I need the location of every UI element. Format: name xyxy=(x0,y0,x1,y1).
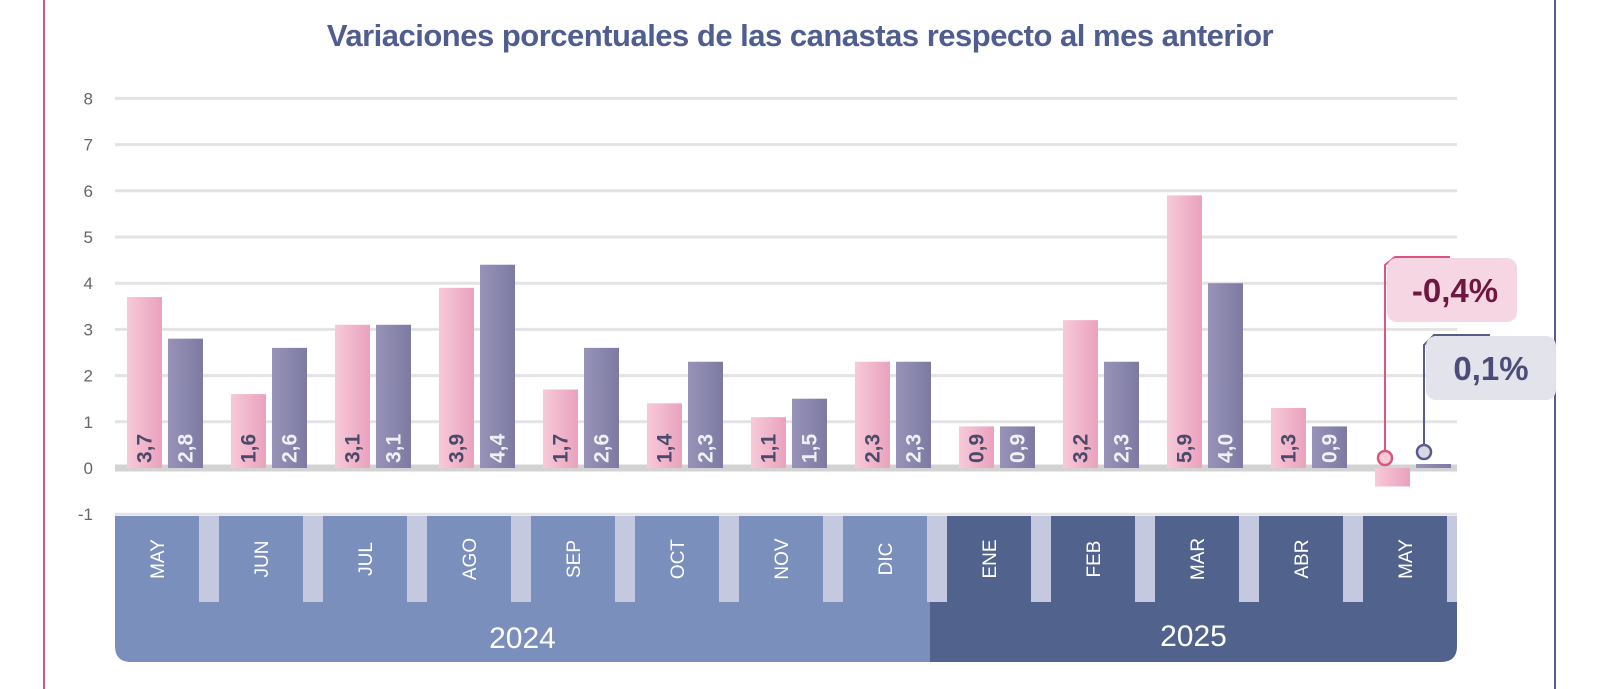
chart-title: Variaciones porcentuales de las canastas… xyxy=(326,18,1274,53)
bar-series-a xyxy=(543,389,578,468)
left-frame-line xyxy=(43,0,45,689)
bar-data-label: 2,6 xyxy=(591,434,614,463)
y-tick-label: 2 xyxy=(84,367,93,386)
bar-data-label: 2,8 xyxy=(175,433,198,463)
bar-data-label: 1,5 xyxy=(799,433,822,463)
bar-series-b xyxy=(1000,426,1035,468)
month-label: JUN xyxy=(252,541,273,578)
callout-marker xyxy=(1415,443,1433,461)
month-cell xyxy=(531,516,615,602)
bar-data-label: 3,1 xyxy=(383,433,406,463)
bar-series-b xyxy=(584,347,619,468)
year-label: 2024 xyxy=(489,622,556,655)
month-label: MAY xyxy=(148,539,169,579)
month-label: SEP xyxy=(564,540,585,578)
y-tick-label: 1 xyxy=(84,413,93,432)
bar-series-b xyxy=(1208,283,1243,468)
year-band-2025 xyxy=(930,602,1457,662)
callout-value: 0,1% xyxy=(1453,350,1528,387)
month-label: OCT xyxy=(668,539,689,580)
bar-data-label: 5,9 xyxy=(1174,434,1197,463)
month-cell xyxy=(219,516,303,602)
bar-series-a xyxy=(439,287,474,468)
y-tick-label: 3 xyxy=(84,320,93,339)
month-label: NOV xyxy=(772,538,793,580)
month-label: ENE xyxy=(980,539,1001,578)
bar-series-a xyxy=(959,426,994,468)
bar-series-b xyxy=(376,324,411,468)
bar-data-label: 4,4 xyxy=(487,433,510,463)
bar-series-a xyxy=(335,324,370,468)
y-tick-label: 7 xyxy=(84,136,93,155)
bar-series-b xyxy=(688,361,723,468)
bar-series-a xyxy=(751,417,786,468)
callout-box-series-a xyxy=(1387,258,1517,322)
bar-data-label: 2,3 xyxy=(1111,434,1134,463)
month-cell xyxy=(115,516,199,602)
bar-series-a xyxy=(647,403,682,468)
bar-data-label: 1,3 xyxy=(1278,434,1301,463)
bar-series-b xyxy=(272,347,307,468)
month-label: MAY xyxy=(1396,539,1417,579)
y-tick-label: 8 xyxy=(84,89,93,108)
bar-data-label: 1,1 xyxy=(758,433,781,463)
month-cell xyxy=(635,516,719,602)
y-tick-label: 6 xyxy=(84,182,93,201)
month-label: FEB xyxy=(1084,541,1105,578)
y-tick-label: 4 xyxy=(84,274,93,293)
y-tick-label: 0 xyxy=(84,459,93,478)
bar-data-label: 2,3 xyxy=(903,434,926,463)
bar-series-a xyxy=(855,361,890,468)
bar-series-b xyxy=(896,361,931,468)
month-cell xyxy=(1051,516,1135,602)
bar-data-label: 3,7 xyxy=(134,434,157,463)
bar-data-label: 3,2 xyxy=(1070,434,1093,463)
month-cell xyxy=(1155,516,1239,602)
month-label: DIC xyxy=(876,543,897,576)
bar-data-label: 0,9 xyxy=(1319,434,1342,463)
bar-series-b xyxy=(1312,426,1347,468)
year-band-2024 xyxy=(115,602,930,662)
bar-data-label: 4,0 xyxy=(1215,434,1238,463)
bar-data-label: 1,7 xyxy=(550,434,573,463)
month-cell xyxy=(1363,516,1447,602)
month-cell xyxy=(427,516,511,602)
month-label: ABR xyxy=(1292,539,1313,578)
month-cell xyxy=(843,516,927,602)
bar-series-b xyxy=(480,264,515,468)
month-cell xyxy=(323,516,407,602)
bar-data-label: 3,1 xyxy=(342,433,365,463)
callout-box-series-b xyxy=(1426,336,1556,400)
bar-series-b xyxy=(1104,361,1139,468)
y-tick-label: -1 xyxy=(78,505,93,524)
bar-series-b xyxy=(792,398,827,468)
bar-series-a xyxy=(1375,468,1410,487)
callout-marker xyxy=(1376,449,1394,467)
bar-data-label: 2,3 xyxy=(862,434,885,463)
bar-series-b xyxy=(168,338,203,468)
y-tick-label: 5 xyxy=(84,228,93,247)
bar-series-a xyxy=(1271,407,1306,468)
callout-value: -0,4% xyxy=(1412,272,1498,309)
bar-data-label: 3,9 xyxy=(446,434,469,463)
bar-data-label: 0,9 xyxy=(966,434,989,463)
month-cell xyxy=(739,516,823,602)
month-label: AGO xyxy=(460,538,481,580)
bar-series-a xyxy=(127,297,162,468)
month-cell xyxy=(1259,516,1343,602)
month-label: MAR xyxy=(1188,538,1209,580)
year-label: 2025 xyxy=(1160,620,1227,653)
bar-data-label: 1,4 xyxy=(654,433,677,463)
bar-data-label: 1,6 xyxy=(238,434,261,463)
bar-data-label: 2,6 xyxy=(279,434,302,463)
bar-series-a xyxy=(231,394,266,468)
month-cell xyxy=(947,516,1031,602)
bar-data-label: 2,3 xyxy=(695,434,718,463)
bar-series-a xyxy=(1063,320,1098,468)
bar-series-a xyxy=(1167,195,1202,469)
bar-series-b xyxy=(1416,464,1451,468)
month-label: JUL xyxy=(356,542,377,576)
bar-data-label: 0,9 xyxy=(1007,434,1030,463)
